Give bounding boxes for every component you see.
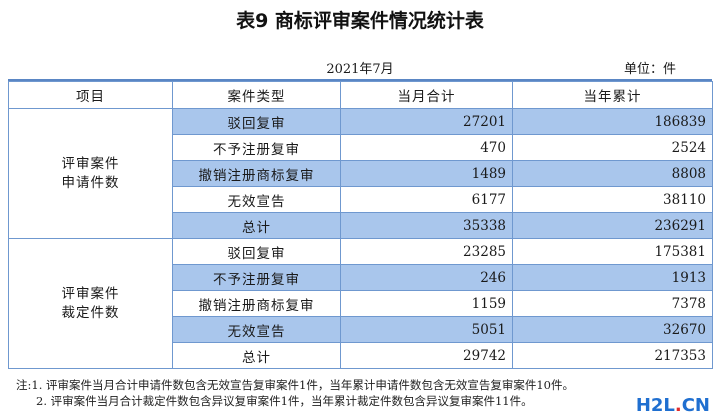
month-total-cell: 5051 <box>340 316 513 343</box>
unit-label: 单位：件 <box>623 62 676 77</box>
month-total-cell: 1489 <box>340 160 513 187</box>
note-line: 注:1. 评审案件当月合计申请件数包含无效宣告复审案件1件，当年累计申请件数包含… <box>16 378 574 392</box>
month-total-cell: 29742 <box>340 342 513 369</box>
table-row: 总计 29742 217353 <box>9 342 713 369</box>
table-row: 总计 35338 236291 <box>9 212 713 239</box>
year-total-cell: 32670 <box>512 316 713 343</box>
year-total-cell: 2524 <box>512 134 713 161</box>
month-total-cell: 470 <box>340 134 513 161</box>
group-label-applications: 评审案件 申请件数 <box>8 108 173 239</box>
year-total-cell: 38110 <box>512 186 713 213</box>
header-case-type: 案件类型 <box>172 81 341 109</box>
watermark-dot: . <box>674 395 682 416</box>
watermark-text: CN <box>681 395 710 416</box>
month-total-cell: 27201 <box>340 108 513 135</box>
case-type-cell: 撤销注册商标复审 <box>172 160 341 187</box>
case-type-cell: 总计 <box>172 212 341 239</box>
table-row: 撤销注册商标复审 1159 7378 <box>9 290 713 317</box>
watermark-text: H2L <box>635 395 675 416</box>
table-row: 评审案件 裁定件数 驳回复审 23285 175381 <box>8 238 713 369</box>
table-notes: 注:1. 评审案件当月合计申请件数包含无效宣告复审案件1件，当年累计申请件数包含… <box>16 377 706 409</box>
statistics-table: 项目 案件类型 当月合计 当年累计 评审案件 申请件数 驳回复审 27201 1… <box>8 81 713 369</box>
site-watermark: H2L.CN <box>633 395 712 416</box>
year-total-cell: 217353 <box>512 342 713 369</box>
year-total-cell: 1913 <box>512 264 713 291</box>
case-type-cell: 不予注册复审 <box>172 264 341 291</box>
month-total-cell: 246 <box>340 264 513 291</box>
top-rule <box>8 79 712 81</box>
header-row: 项目 案件类型 当月合计 当年累计 <box>8 81 713 109</box>
case-type-cell: 驳回复审 <box>172 238 341 265</box>
year-total-cell: 236291 <box>512 212 713 239</box>
header-item: 项目 <box>8 81 173 109</box>
month-total-cell: 23285 <box>340 238 513 265</box>
month-total-cell: 35338 <box>340 212 513 239</box>
month-total-cell: 6177 <box>340 186 513 213</box>
table-row: 撤销注册商标复审 1489 8808 <box>9 160 713 187</box>
table-row: 不予注册复审 470 2524 <box>9 134 713 161</box>
case-type-cell: 撤销注册商标复审 <box>172 290 341 317</box>
table-row: 无效宣告 5051 32670 <box>9 316 713 343</box>
case-type-cell: 无效宣告 <box>172 186 341 213</box>
case-type-cell: 不予注册复审 <box>172 134 341 161</box>
group-label-line: 申请件数 <box>61 174 120 191</box>
report-date: 2021年7月 <box>326 62 394 77</box>
group-label-line: 裁定件数 <box>61 304 120 321</box>
group-label-line: 评审案件 <box>61 285 120 302</box>
header-year-total: 当年累计 <box>512 81 713 109</box>
month-total-cell: 1159 <box>340 290 513 317</box>
table-row: 评审案件 申请件数 驳回复审 27201 186839 <box>8 108 713 239</box>
group-label-rulings: 评审案件 裁定件数 <box>8 238 173 369</box>
year-total-cell: 175381 <box>512 238 713 265</box>
year-total-cell: 8808 <box>512 160 713 187</box>
case-type-cell: 驳回复审 <box>172 108 341 135</box>
year-total-cell: 186839 <box>512 108 713 135</box>
case-type-cell: 总计 <box>172 342 341 369</box>
year-total-cell: 7378 <box>512 290 713 317</box>
case-type-cell: 无效宣告 <box>172 316 341 343</box>
table-title: 表9 商标评审案件情况统计表 <box>236 10 484 32</box>
header-month-total: 当月合计 <box>340 81 513 109</box>
group-label-line: 评审案件 <box>61 155 120 172</box>
note-line: 2. 评审案件当月合计裁定件数包含异议复审案件1件，当年累计裁定件数包含异议复审… <box>36 394 533 408</box>
table-row: 无效宣告 6177 38110 <box>9 186 713 213</box>
